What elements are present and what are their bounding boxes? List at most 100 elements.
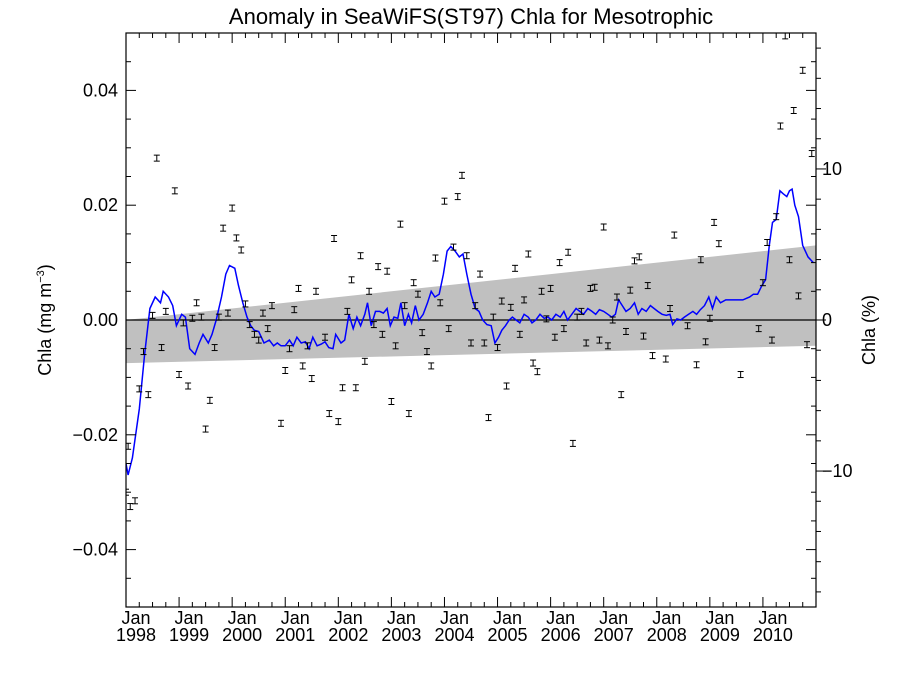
anomaly-point <box>450 243 457 251</box>
anomaly-point <box>458 171 465 179</box>
anomaly-point <box>609 316 616 324</box>
x-tick-year-label: 2009 <box>700 625 740 645</box>
anomaly-point <box>428 362 435 370</box>
left-y-tick-label: 0.00 <box>83 310 118 330</box>
anomaly-point <box>596 336 603 344</box>
anomaly-point <box>405 410 412 418</box>
anomaly-point <box>299 362 306 370</box>
anomaly-point <box>326 410 333 418</box>
x-tick-month-label: Jan <box>121 608 150 628</box>
x-tick-year-label: 2007 <box>594 625 634 645</box>
anomaly-point <box>352 384 359 392</box>
anomaly-point <box>126 488 129 496</box>
left-y-tick-label: −0.02 <box>72 425 118 445</box>
anomaly-point <box>437 299 444 307</box>
anomaly-point <box>189 314 196 322</box>
anomaly-point <box>583 339 590 347</box>
left-y-tick-label: 0.02 <box>83 195 118 215</box>
x-tick-month-label: Jan <box>281 608 310 628</box>
anomaly-point <box>463 252 470 260</box>
x-tick-year-label: 2003 <box>381 625 421 645</box>
anomaly-point <box>282 367 289 375</box>
anomaly-point <box>423 348 430 356</box>
anomaly-point <box>711 218 718 226</box>
anomaly-point <box>132 497 139 505</box>
anomaly-point <box>171 187 178 195</box>
anomaly-point <box>375 263 382 271</box>
anomaly-point <box>366 287 373 295</box>
left-y-axis-label-close: ) <box>35 264 55 270</box>
right-y-tick-label: −10 <box>822 461 853 481</box>
x-tick-year-label: 2010 <box>753 625 793 645</box>
anomaly-point <box>304 342 311 350</box>
anomaly-point <box>534 368 541 376</box>
anomaly-points-layer <box>126 33 815 511</box>
anomaly-point <box>401 302 408 310</box>
anomaly-point <box>432 254 439 262</box>
anomaly-point <box>530 359 537 367</box>
anomaly-point <box>322 333 329 341</box>
anomaly-point <box>808 150 815 158</box>
x-tick-month-label: Jan <box>758 608 787 628</box>
x-tick-month-label: Jan <box>334 608 363 628</box>
anomaly-point <box>543 315 550 323</box>
anomaly-point <box>259 309 266 317</box>
anomaly-point <box>560 325 567 333</box>
anomaly-point <box>512 264 519 272</box>
x-tick-year-label: 2004 <box>434 625 474 645</box>
anomaly-point <box>246 321 253 329</box>
anomaly-point <box>521 296 528 304</box>
anomaly-point <box>622 327 629 335</box>
anomaly-point <box>370 321 377 329</box>
anomaly-point <box>357 252 364 260</box>
anomaly-point <box>344 307 351 315</box>
anomaly-point <box>313 287 320 295</box>
anomaly-point <box>604 342 611 350</box>
smoothed-anomaly-line <box>126 187 814 476</box>
x-tick-month-label: Jan <box>175 608 204 628</box>
anomaly-point <box>348 276 355 284</box>
anomaly-point <box>503 382 510 390</box>
anomaly-point <box>242 300 249 308</box>
x-tick-year-label: 1999 <box>169 625 209 645</box>
anomaly-point <box>591 283 598 291</box>
anomaly-point <box>649 352 656 360</box>
anomaly-point <box>755 325 762 333</box>
anomaly-point <box>361 357 368 365</box>
x-axis: Jan1998Jan1999Jan2000Jan2001Jan2002Jan20… <box>116 33 817 645</box>
anomaly-point <box>715 240 722 248</box>
anomaly-point <box>158 344 165 352</box>
anomaly-point <box>631 257 638 265</box>
anomaly-point <box>268 302 275 310</box>
anomaly-point <box>202 425 209 433</box>
anomaly-point <box>538 287 545 295</box>
left-y-tick-label: 0.04 <box>83 80 118 100</box>
anomaly-point <box>587 284 594 292</box>
left-y-axis: 0.04 0.02 0.00 −0.02 −0.04 <box>72 32 816 608</box>
left-y-axis-label-main: Chla (mg m <box>35 283 55 376</box>
anomaly-point <box>790 106 797 114</box>
anomaly-point <box>454 193 461 201</box>
anomaly-point <box>795 292 802 300</box>
smooth-line-layer <box>126 187 814 476</box>
left-y-tick-label: −0.04 <box>72 540 118 560</box>
right-y-tick-label: 10 <box>822 159 842 179</box>
anomaly-point <box>180 319 187 327</box>
anomaly-point <box>176 371 183 379</box>
anomaly-point <box>706 314 713 322</box>
x-tick-month-label: Jan <box>546 608 575 628</box>
x-tick-year-label: 1998 <box>116 625 156 645</box>
anomaly-point <box>768 336 775 344</box>
anomaly-point <box>803 341 810 349</box>
anomaly-point <box>556 259 563 267</box>
anomaly-point <box>220 224 227 232</box>
anomaly-point <box>392 342 399 350</box>
anomaly-point <box>468 339 474 347</box>
anomaly-point <box>162 307 169 315</box>
anomaly-point <box>140 348 147 356</box>
x-tick-month-label: Jan <box>705 608 734 628</box>
anomaly-point <box>684 322 691 330</box>
anomaly-point <box>206 396 213 404</box>
anomaly-point <box>255 336 262 344</box>
